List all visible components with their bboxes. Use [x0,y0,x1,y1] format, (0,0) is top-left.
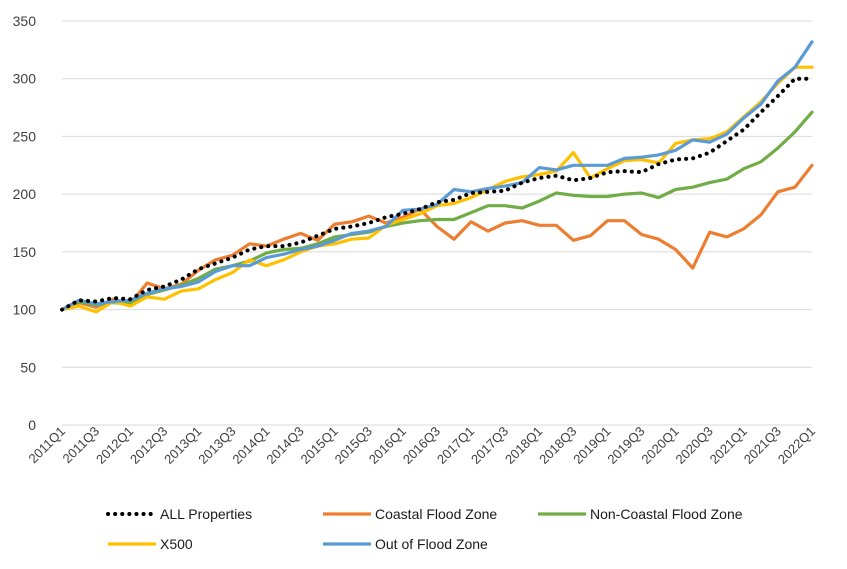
series-line-out-of-flood-zone [60,40,814,312]
series-line-all-properties [60,76,814,312]
legend: ALL Properties Coastal Flood Zone Non-Coas… [106,506,743,552]
legend-label-x500: X500 [160,536,193,552]
legend-label-coastal-flood-zone: Coastal Flood Zone [375,506,497,522]
legend-label-all-properties: ALL Properties [160,506,252,522]
y-tick-label: 100 [13,302,37,318]
y-tick-label: 200 [13,186,37,202]
y-tick-label: 350 [13,13,37,29]
series-lines [60,40,814,314]
x-axis-ticks: 2011Q12011Q32012Q12012Q32013Q12013Q32014… [25,424,818,467]
series-line-x500 [60,65,814,314]
y-tick-label: 0 [28,417,36,433]
y-tick-label: 250 [13,128,37,144]
y-tick-label: 50 [20,359,36,375]
gridlines [62,20,812,426]
y-axis-ticks: 0 50 100 150 200 250 300 350 [13,13,37,433]
x-tick-label: 2022Q1 [775,424,818,467]
legend-label-out-of-flood-zone: Out of Flood Zone [375,536,488,552]
y-tick-label: 300 [13,71,37,87]
series-line-non-coastal-flood-zone [60,110,814,312]
series-line-coastal-flood-zone [60,163,814,312]
legend-label-non-coastal-flood-zone: Non-Coastal Flood Zone [590,506,743,522]
y-tick-label: 150 [13,244,37,260]
